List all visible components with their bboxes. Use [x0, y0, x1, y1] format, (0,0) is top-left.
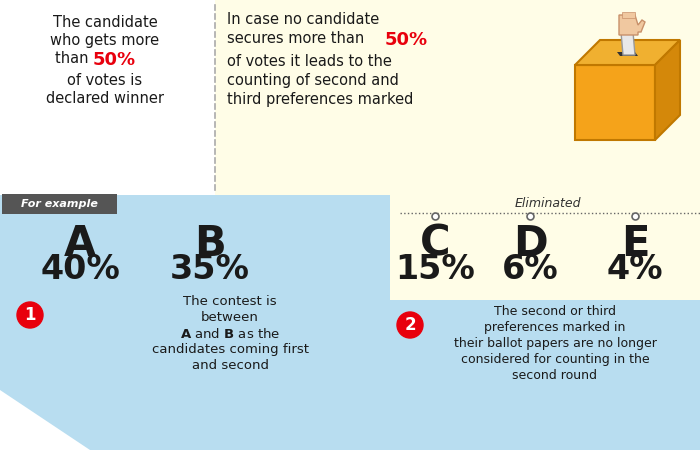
Text: A: A — [64, 223, 96, 265]
Text: 6%: 6% — [502, 253, 559, 286]
Polygon shape — [0, 390, 90, 450]
Bar — [0, 195, 390, 450]
Text: 35%: 35% — [170, 253, 250, 286]
Polygon shape — [619, 15, 645, 35]
Text: and second: and second — [192, 359, 269, 372]
Text: between: between — [201, 311, 259, 324]
Polygon shape — [575, 40, 680, 65]
Text: In case no candidate: In case no candidate — [227, 12, 379, 27]
Polygon shape — [622, 12, 635, 18]
Text: 15%: 15% — [395, 253, 475, 286]
Text: C: C — [420, 223, 450, 265]
Text: of votes is: of votes is — [67, 73, 143, 88]
Polygon shape — [575, 65, 655, 140]
Text: E: E — [621, 223, 650, 265]
Text: 50%: 50% — [385, 31, 428, 49]
Text: third preferences marked: third preferences marked — [227, 92, 414, 107]
Text: secures more than: secures more than — [227, 31, 369, 46]
Bar — [390, 195, 700, 300]
Text: 1: 1 — [25, 306, 36, 324]
Text: counting of second and: counting of second and — [227, 73, 399, 88]
Text: 2: 2 — [404, 316, 416, 334]
Bar — [215, 0, 700, 195]
Polygon shape — [621, 32, 635, 55]
Text: second round: second round — [512, 369, 598, 382]
Text: their ballot papers are no longer: their ballot papers are no longer — [454, 337, 657, 350]
Text: The contest is: The contest is — [183, 295, 276, 308]
Polygon shape — [617, 52, 638, 56]
Text: Eliminated: Eliminated — [514, 197, 581, 210]
Text: The candidate: The candidate — [52, 15, 158, 30]
Text: who gets more: who gets more — [50, 33, 160, 48]
Text: preferences marked in: preferences marked in — [484, 321, 626, 334]
Text: considered for counting in the: considered for counting in the — [461, 353, 650, 366]
Text: The second or third: The second or third — [494, 305, 616, 318]
Text: 40%: 40% — [40, 253, 120, 286]
Text: D: D — [512, 223, 547, 265]
Bar — [2, 194, 117, 214]
Text: declared winner: declared winner — [46, 91, 164, 106]
Circle shape — [397, 312, 423, 338]
Text: B: B — [194, 223, 226, 265]
Text: than: than — [55, 51, 93, 66]
Text: 4%: 4% — [607, 253, 664, 286]
Bar — [390, 300, 700, 450]
Text: candidates coming first: candidates coming first — [151, 343, 309, 356]
Bar — [0, 0, 215, 195]
Text: For example: For example — [20, 199, 97, 209]
Text: of votes it leads to the: of votes it leads to the — [227, 54, 392, 69]
Text: 50%: 50% — [93, 51, 136, 69]
Circle shape — [17, 302, 43, 328]
Polygon shape — [655, 40, 680, 140]
Text: $\mathbf{A}$ and $\mathbf{B}$ as the: $\mathbf{A}$ and $\mathbf{B}$ as the — [180, 327, 280, 341]
